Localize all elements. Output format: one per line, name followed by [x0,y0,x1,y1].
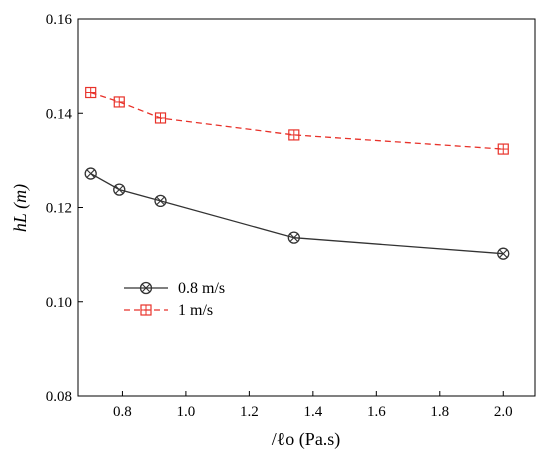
x-tick-label: 2.0 [494,404,513,420]
y-tick-label: 0.16 [46,12,73,28]
marker-circle [84,167,97,180]
series-line [90,91,504,150]
data-point [113,96,125,108]
y-tick-label: 0.12 [46,201,72,217]
legend-entry: 1 m/s [124,302,213,319]
y-axis-title: hL (m) [10,184,31,232]
x-tick-label: 1.4 [303,404,322,420]
legend-label: 1 m/s [178,302,213,319]
data-point [140,304,152,316]
marker-circle [113,183,126,196]
data-point [287,231,300,244]
marker-circle [154,194,167,208]
axis-ticks: 0.8 1.0 1.2 1.4 1.6 1.8 2.0 0.08 0.10 0.12 0.14 0.1… [46,12,513,420]
data-point [113,183,126,196]
x-tick-label: 1.6 [367,404,386,420]
marker-circle [497,247,510,260]
y-tick-label: 0.14 [46,106,73,122]
data-point [84,167,97,180]
x-tick-label: 1.2 [240,404,259,420]
plot-frame [77,18,536,397]
x-tick-label: 0.8 [113,404,132,420]
marker-cross [498,249,508,258]
data-point [497,143,509,155]
y-tick-label: 0.10 [46,295,72,311]
data-point [154,112,167,124]
marker-cross [86,169,95,178]
x-tick-label: 1.0 [177,404,196,420]
marker-cross [141,283,151,293]
x-tick-label: 1.8 [430,404,449,420]
marker-cross [114,185,124,194]
x-axis-title: /ℓo (Pa.s) [272,429,341,450]
y-tick-label: 0.08 [46,389,72,405]
data-point [85,86,97,99]
series-layer [84,86,510,260]
legend-entry: 0.8 m/s [124,280,225,297]
marker-cross [156,196,165,206]
marker-circle [139,281,153,295]
data-point [288,129,300,141]
data-point [139,281,153,295]
data-point [497,247,510,260]
legend-label: 0.8 m/s [178,280,225,297]
marker-cross [289,233,299,242]
data-point [154,194,167,208]
marker-circle [287,231,300,244]
legend: 0.8 m/s 1 m/s [124,280,225,319]
